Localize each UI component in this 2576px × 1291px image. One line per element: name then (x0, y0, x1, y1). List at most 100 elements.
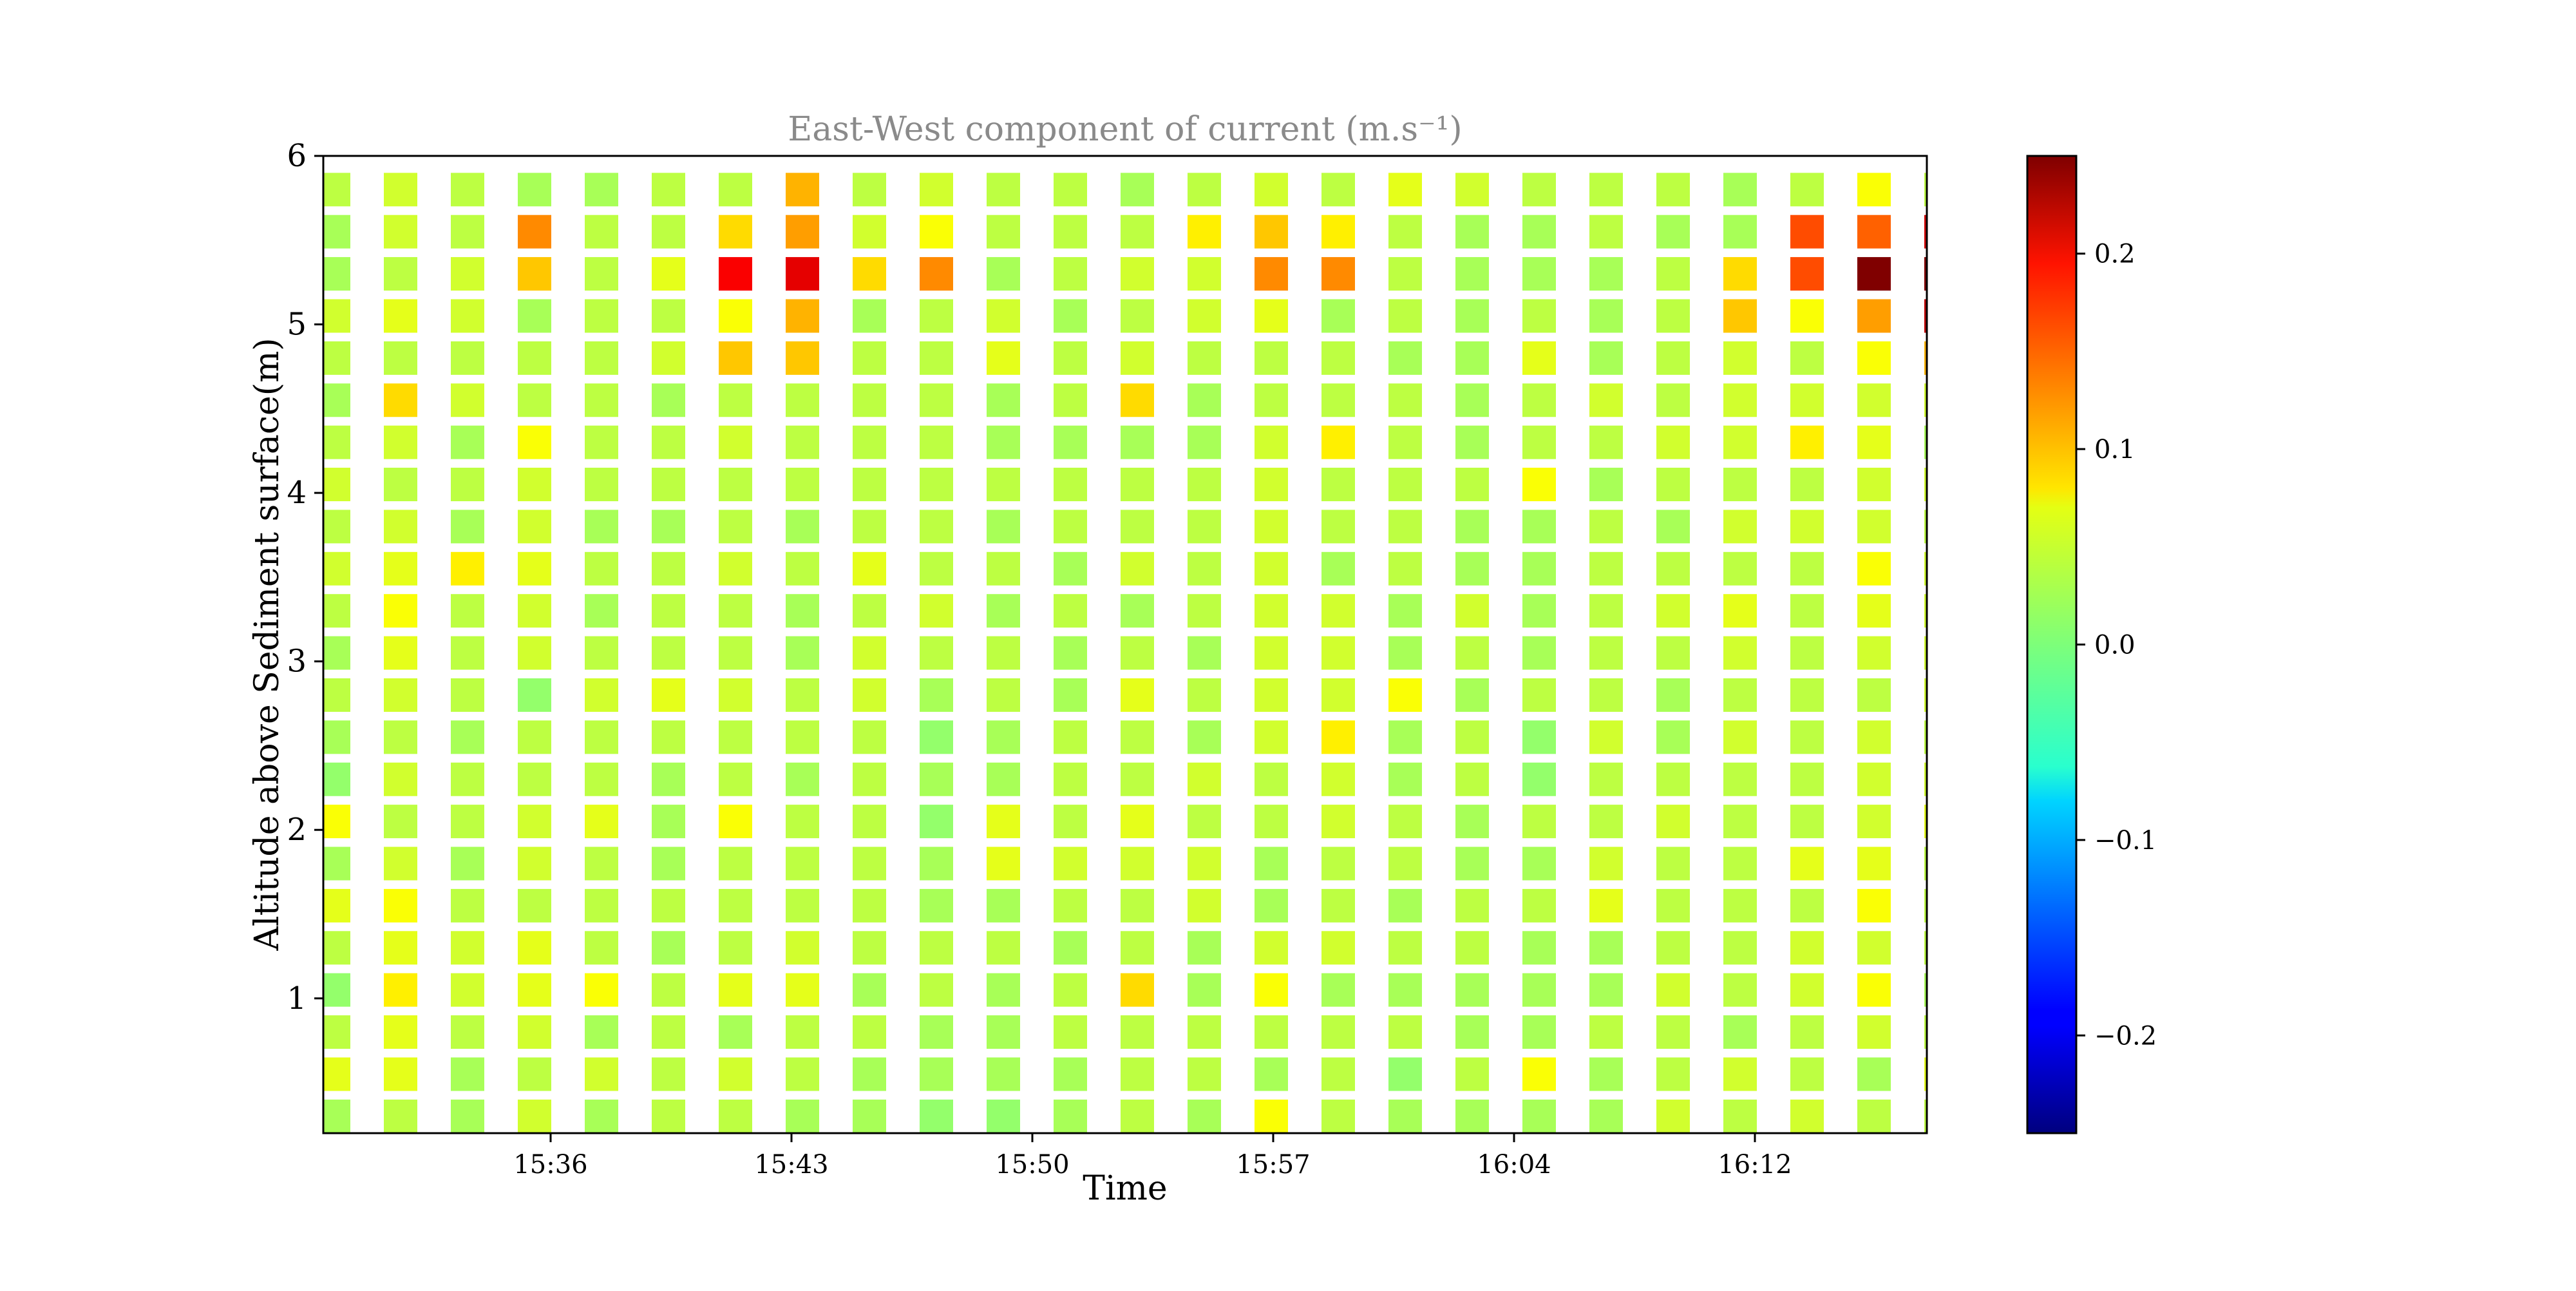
heatmap-cell (853, 510, 886, 544)
colorbar-tick-label: −0.1 (2094, 826, 2157, 856)
heatmap-cell (384, 846, 417, 881)
heatmap-cell (451, 931, 484, 965)
heatmap-cell (920, 1015, 953, 1049)
heatmap-cell (585, 1015, 618, 1049)
heatmap-cell (1723, 1099, 1757, 1133)
heatmap-cell (1455, 257, 1489, 291)
heatmap-cell (719, 805, 752, 839)
heatmap-cell (1388, 594, 1422, 628)
heatmap-cell (384, 931, 417, 965)
heatmap-cell (1857, 425, 1891, 459)
heatmap-cell (652, 468, 685, 502)
heatmap-cell (1790, 341, 1824, 375)
heatmap-cell (518, 973, 551, 1007)
heatmap-cell (652, 383, 685, 417)
heatmap-cell (987, 931, 1020, 965)
heatmap-cell (1054, 678, 1087, 712)
heatmap-cell (1054, 215, 1087, 249)
heatmap-cell (1255, 383, 1288, 417)
heatmap-cell (451, 805, 484, 839)
heatmap-cell (1388, 425, 1422, 459)
heatmap-cell (384, 973, 417, 1007)
heatmap-cell (1455, 762, 1489, 796)
heatmap-cell (987, 425, 1020, 459)
heatmap-cell (1924, 931, 1927, 965)
heatmap-cell (1656, 468, 1690, 502)
heatmap-cell (987, 805, 1020, 839)
heatmap-cell (384, 762, 417, 796)
heatmap-cell (1121, 973, 1154, 1007)
heatmap-cell (1188, 931, 1221, 965)
heatmap-cell (518, 425, 551, 459)
heatmap-cell (1188, 551, 1221, 586)
heatmap-cell (987, 720, 1020, 754)
heatmap-cell (1388, 636, 1422, 670)
heatmap-cell (1589, 762, 1623, 796)
heatmap-cell (853, 931, 886, 965)
heatmap-cell (1321, 678, 1355, 712)
heatmap-cell (987, 215, 1020, 249)
heatmap-cell (1723, 973, 1757, 1007)
heatmap-cell (987, 846, 1020, 881)
heatmap-cell (1656, 762, 1690, 796)
heatmap-cell (585, 173, 618, 207)
heatmap-cell (1255, 805, 1288, 839)
heatmap-cell (920, 425, 953, 459)
heatmap-cell (1188, 805, 1221, 839)
heatmap-cell (1321, 383, 1355, 417)
heatmap-cell (1054, 383, 1087, 417)
heatmap-cell (518, 1015, 551, 1049)
heatmap-cell (1321, 1099, 1355, 1133)
heatmap-cell (1924, 1015, 1927, 1049)
heatmap-cell (1790, 594, 1824, 628)
heatmap-cell (1522, 678, 1556, 712)
heatmap-cell (585, 805, 618, 839)
colorbar-tick-label: 0.1 (2094, 435, 2136, 464)
heatmap-cell (1054, 468, 1087, 502)
heatmap-cell (1924, 341, 1927, 375)
x-tick-label: 15:57 (1236, 1150, 1310, 1180)
heatmap-cell (652, 1099, 685, 1133)
heatmap-cell (1455, 888, 1489, 923)
heatmap-cell (1589, 720, 1623, 754)
heatmap-cell (451, 425, 484, 459)
heatmap-cell (1723, 1057, 1757, 1091)
heatmap-cell (1255, 299, 1288, 333)
heatmap-cell (786, 805, 819, 839)
heatmap-cell (719, 1057, 752, 1091)
heatmap-cell (1857, 1099, 1891, 1133)
heatmap-cell (1388, 888, 1422, 923)
heatmap-cell (323, 215, 350, 249)
heatmap-cell (719, 888, 752, 923)
heatmap-cell (451, 846, 484, 881)
heatmap-cell (1054, 257, 1087, 291)
heatmap-cell (719, 510, 752, 544)
heatmap-cell (719, 678, 752, 712)
heatmap-cell (1723, 931, 1757, 965)
heatmap-cell (920, 551, 953, 586)
heatmap-cell (1522, 594, 1556, 628)
heatmap-cell (1589, 383, 1623, 417)
heatmap-cell (987, 383, 1020, 417)
heatmap-cell (518, 636, 551, 670)
heatmap-cell (1455, 468, 1489, 502)
heatmap-cell (1121, 636, 1154, 670)
heatmap-cell (384, 1015, 417, 1049)
heatmap-cell (1321, 1015, 1355, 1049)
heatmap-cell (987, 888, 1020, 923)
heatmap-cell (1656, 636, 1690, 670)
heatmap-cell (1857, 762, 1891, 796)
heatmap-cell (384, 636, 417, 670)
heatmap-cell (1121, 383, 1154, 417)
heatmap-cell (786, 173, 819, 207)
heatmap-cell (1790, 805, 1824, 839)
heatmap-cell (1121, 931, 1154, 965)
heatmap-cell (853, 846, 886, 881)
heatmap-cell (1388, 678, 1422, 712)
heatmap-cell (1255, 1099, 1288, 1133)
heatmap-cell (451, 468, 484, 502)
heatmap-cell (853, 1015, 886, 1049)
heatmap-cell (384, 1057, 417, 1091)
y-tick-label: 6 (287, 138, 307, 174)
heatmap-cell (719, 1015, 752, 1049)
